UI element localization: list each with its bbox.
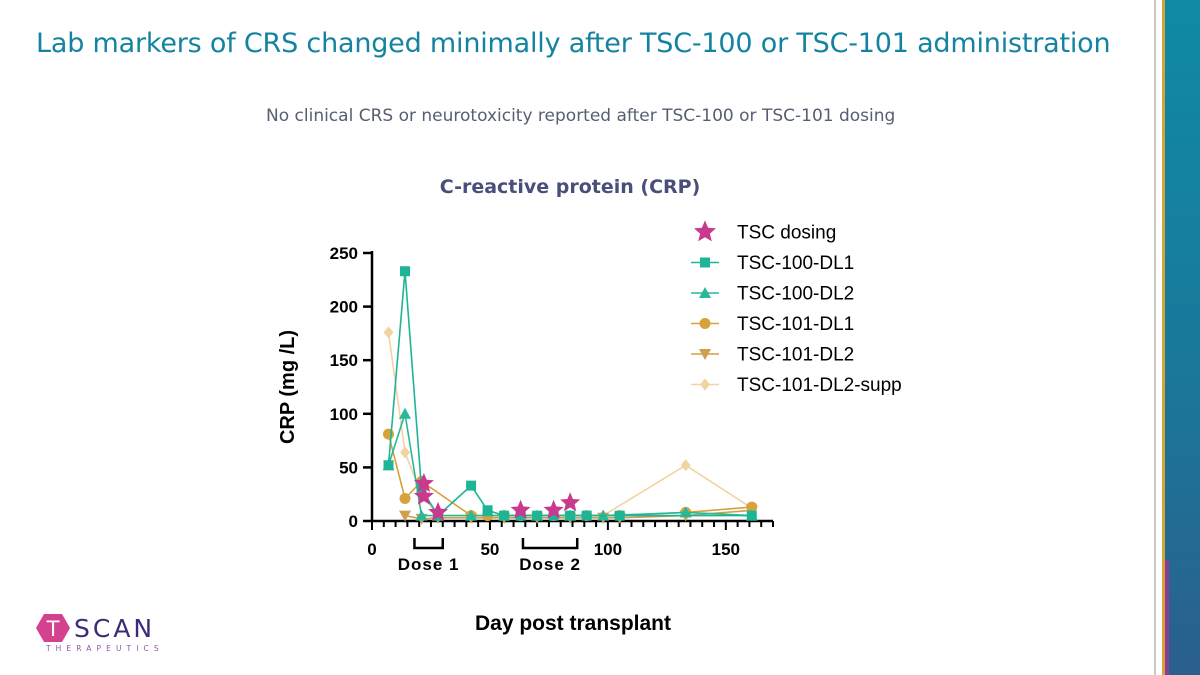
x-tick-label: 100 bbox=[594, 540, 622, 559]
data-point bbox=[383, 460, 394, 471]
data-point bbox=[581, 510, 592, 521]
data-point bbox=[482, 505, 493, 516]
series-line bbox=[387, 271, 752, 517]
tscan-logo: T SCAN THERAPEUTICS bbox=[36, 612, 176, 660]
data-point bbox=[415, 509, 428, 521]
series-tsc-dosing bbox=[413, 473, 581, 521]
dosing-star bbox=[428, 501, 448, 521]
legend-label: TSC dosing bbox=[737, 223, 836, 244]
data-point bbox=[383, 428, 395, 440]
x-tick-label: 50 bbox=[480, 540, 499, 559]
data-point bbox=[399, 492, 411, 504]
y-tick-label: 100 bbox=[330, 405, 358, 424]
legend-label: TSC-101-DL2 bbox=[737, 345, 854, 366]
y-tick-label: 0 bbox=[349, 512, 358, 531]
data-point bbox=[400, 266, 411, 277]
y-tick-label: 150 bbox=[330, 351, 358, 370]
dosing-star bbox=[560, 492, 581, 512]
dose-annotations: Dose 1 Dose 2 bbox=[398, 538, 581, 574]
legend-label: TSC-100-DL2 bbox=[737, 284, 854, 305]
y-tick-label: 50 bbox=[339, 458, 358, 477]
data-point bbox=[548, 510, 559, 521]
legend-label: TSC-101-DL2-supp bbox=[737, 375, 902, 396]
x-tick-label: 0 bbox=[367, 540, 376, 559]
page-subtitle: No clinical CRS or neurotoxicity reporte… bbox=[266, 106, 896, 126]
data-point bbox=[532, 510, 543, 521]
series-tsc-101-dl2-supp bbox=[383, 326, 757, 522]
series-tsc-100-dl1 bbox=[383, 266, 757, 521]
y-axis-label: CRP (mg /L) bbox=[277, 330, 299, 444]
logo-wordmark: SCAN bbox=[74, 614, 156, 643]
chart-legend: TSC dosing TSC-100-DL1 TSC-100-DL2 TSC-101-… bbox=[691, 220, 902, 396]
data-point bbox=[699, 287, 711, 298]
dose-label: Dose 2 bbox=[519, 555, 581, 574]
legend-item: TSC-100-DL1 bbox=[691, 253, 854, 274]
legend-label: TSC-100-DL1 bbox=[737, 253, 854, 274]
dose-label: Dose 1 bbox=[398, 555, 460, 574]
data-point bbox=[746, 501, 758, 513]
data-point bbox=[400, 446, 411, 459]
legend-item: TSC dosing bbox=[694, 220, 836, 244]
decorative-side-bar bbox=[1154, 0, 1200, 675]
data-point bbox=[679, 506, 692, 518]
legend-item: TSC-100-DL2 bbox=[691, 284, 854, 305]
x-tick-label: 150 bbox=[712, 540, 740, 559]
series-line bbox=[387, 332, 753, 517]
data-point bbox=[499, 510, 510, 521]
data-point bbox=[700, 378, 710, 391]
chart-axes: 0 50 100 150 200 250 0 50 100 150 bbox=[330, 244, 774, 559]
dosing-star bbox=[413, 473, 434, 492]
data-point bbox=[614, 510, 625, 521]
data-point bbox=[465, 509, 478, 521]
data-point bbox=[399, 510, 412, 522]
dosing-star bbox=[510, 499, 531, 519]
chart-series bbox=[382, 266, 758, 525]
crp-chart: C-reactive protein (CRP) CRP (mg /L) Day… bbox=[277, 176, 902, 635]
dosing-star bbox=[413, 485, 434, 505]
data-point bbox=[399, 407, 412, 419]
dosing-star bbox=[543, 499, 564, 519]
data-point bbox=[699, 349, 711, 360]
data-point bbox=[746, 510, 757, 521]
data-point bbox=[565, 510, 576, 521]
logo-hexagon-icon: T bbox=[36, 614, 70, 642]
page-title: Lab markers of CRS changed minimally aft… bbox=[36, 28, 1111, 59]
legend-item: TSC-101-DL2 bbox=[691, 345, 854, 366]
chart-title: C-reactive protein (CRP) bbox=[440, 176, 701, 198]
dose-bracket bbox=[413, 538, 445, 550]
data-point bbox=[383, 326, 394, 339]
svg-text:T: T bbox=[46, 617, 60, 641]
data-point bbox=[466, 480, 477, 491]
dose-bracket bbox=[521, 538, 579, 550]
data-point bbox=[515, 510, 526, 521]
data-point bbox=[699, 318, 711, 329]
x-axis-label: Day post transplant bbox=[475, 612, 671, 635]
y-tick-label: 200 bbox=[330, 298, 358, 317]
data-point bbox=[680, 459, 691, 472]
legend-item: TSC-101-DL2-supp bbox=[691, 375, 902, 396]
legend-label: TSC-101-DL1 bbox=[737, 314, 854, 335]
data-point bbox=[700, 257, 710, 268]
y-tick-label: 250 bbox=[330, 244, 358, 263]
logo-subline: THERAPEUTICS bbox=[46, 644, 164, 653]
legend-item: TSC-101-DL1 bbox=[691, 314, 854, 335]
dosing-star bbox=[694, 220, 716, 242]
